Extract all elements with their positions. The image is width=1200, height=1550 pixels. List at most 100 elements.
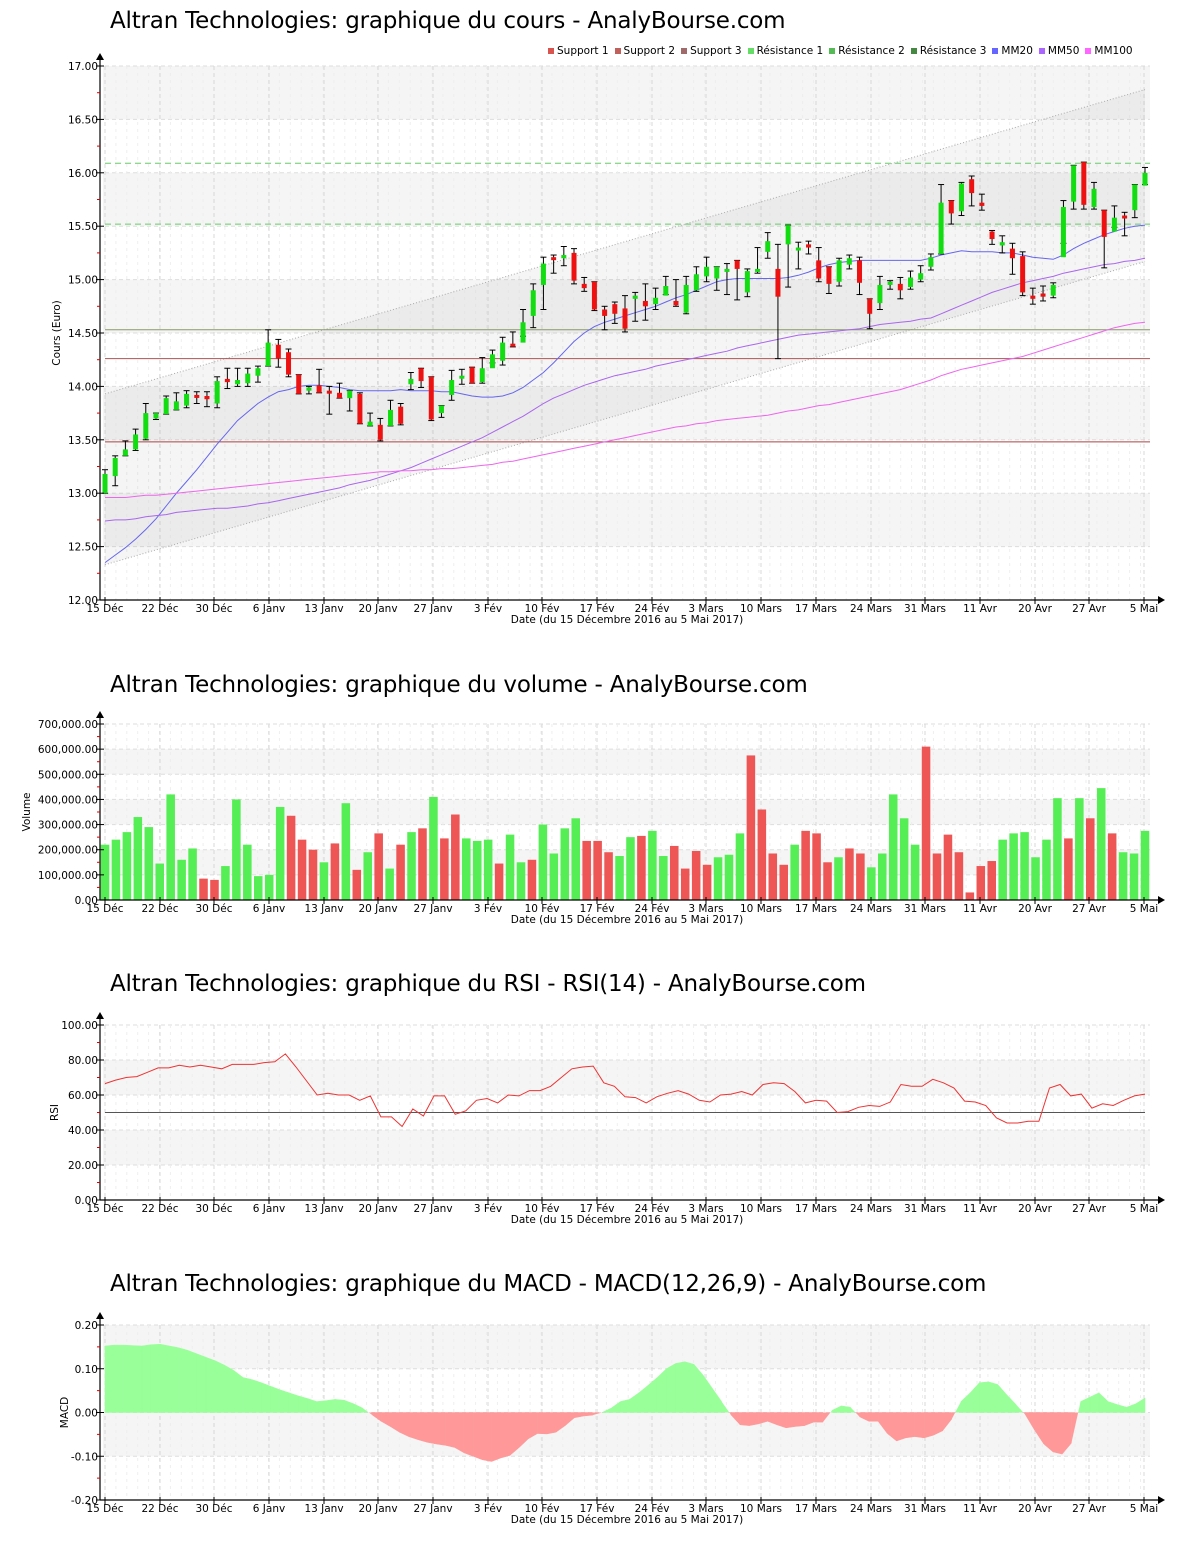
y-tick-label: -0.20: [71, 1495, 98, 1507]
x-tick-label: 13 Janv: [304, 1203, 343, 1215]
candle: [897, 276, 904, 300]
x-tick-label: 31 Mars: [904, 903, 946, 915]
y-tick-label: 13.50: [68, 435, 98, 447]
x-tick-label: 3 Mars: [688, 1203, 723, 1215]
candle: [316, 368, 323, 394]
y-axis-arrow-icon: [96, 1312, 104, 1319]
candle: [1091, 181, 1098, 210]
volume-bar: [1129, 853, 1139, 900]
candle: [1009, 242, 1016, 275]
candle: [713, 266, 720, 291]
volume-bar: [845, 848, 854, 900]
volume-bar: [943, 834, 953, 900]
volume-bar: [407, 832, 416, 900]
x-tick-label: 30 Déc: [195, 1203, 232, 1215]
x-tick-label: 17 Mars: [795, 1203, 837, 1215]
candle: [795, 241, 802, 270]
candle: [693, 266, 700, 292]
candle: [989, 229, 996, 245]
y-axis-arrow-icon: [96, 1012, 104, 1019]
candle: [662, 275, 669, 296]
legend-swatch: [548, 48, 554, 54]
candle: [1040, 285, 1047, 302]
volume-bar: [100, 844, 110, 900]
candle: [907, 270, 914, 290]
x-tick-label: 20 Janv: [358, 903, 397, 915]
volume-bar: [418, 828, 427, 900]
x-tick-label: 3 Mars: [688, 603, 723, 615]
volume-bar: [461, 838, 471, 900]
x-axis-title: Date (du 15 Décembre 2016 au 5 Mai 2017): [511, 1514, 744, 1526]
volume-bar: [538, 824, 548, 900]
x-tick-label: 30 Déc: [195, 1503, 232, 1515]
y-axis-title: RSI: [49, 1104, 61, 1121]
candle: [142, 402, 149, 441]
candle: [295, 374, 302, 395]
volume-bar: [549, 853, 559, 900]
x-tick-label: 6 Janv: [253, 1503, 285, 1515]
candle: [275, 338, 282, 368]
x-axis-arrow-icon: [1158, 1196, 1165, 1204]
x-tick-label: 24 Mars: [850, 1503, 892, 1515]
candle: [152, 412, 159, 421]
volume-bar: [669, 845, 679, 900]
price-chart-title: Altran Technologies: graphique du cours …: [110, 8, 786, 34]
volume-bar: [1085, 818, 1095, 900]
x-tick-label: 31 Mars: [904, 1503, 946, 1515]
x-axis-title: Date (du 15 Décembre 2016 au 5 Mai 2017): [511, 614, 744, 626]
candle: [173, 392, 180, 411]
x-tick-label: 17 Fév: [580, 1503, 615, 1515]
x-tick-label: 10 Fév: [525, 603, 560, 615]
volume-bar: [801, 830, 810, 900]
x-tick-label: 13 Janv: [304, 1503, 343, 1515]
volume-bar: [374, 833, 383, 900]
y-axis-title: Volume: [21, 792, 33, 831]
legend-item-r-sistance-3: Résistance 3: [910, 45, 987, 57]
volume-bar: [1064, 838, 1073, 900]
candle: [418, 367, 425, 388]
price-chart-legend: Support 1 Support 2 Support 3 Résistance 1 R…: [548, 45, 1133, 57]
candle: [1142, 166, 1148, 186]
legend-label: MM50: [1047, 45, 1080, 57]
volume-bar: [527, 859, 537, 900]
candle: [785, 224, 792, 288]
x-tick-label: 24 Fév: [635, 603, 670, 615]
x-tick-label: 13 Janv: [304, 903, 343, 915]
x-axis-arrow-icon: [1158, 596, 1165, 604]
y-axis-title: MACD: [59, 1397, 71, 1428]
volume-bar: [888, 794, 898, 900]
y-tick-label: 600,000.00: [38, 744, 98, 756]
candle: [550, 254, 557, 274]
macd-chart-title: Altran Technologies: graphique du MACD -…: [110, 1271, 987, 1297]
volume-bar: [166, 794, 175, 900]
volume-bar: [155, 863, 165, 900]
volume-bar: [330, 843, 340, 900]
y-tick-label: 500,000.00: [38, 769, 98, 781]
legend-label: Support 3: [690, 45, 742, 57]
candle: [336, 382, 343, 399]
candle: [367, 412, 374, 427]
candle: [642, 283, 649, 321]
volume-bar: [691, 850, 701, 900]
x-tick-label: 13 Janv: [304, 603, 343, 615]
volume-bar: [188, 848, 197, 900]
x-tick-label: 10 Mars: [740, 1503, 782, 1515]
candle: [815, 247, 822, 283]
volume-bar: [604, 852, 613, 900]
volume-bar: [680, 868, 690, 900]
legend-label: Résistance 3: [919, 45, 987, 57]
x-tick-label: 27 Janv: [413, 903, 452, 915]
rsi-chart: 0.00 20.00 40.00 60.00 80.00 100.00 15 Déc 22 D…: [49, 1012, 1165, 1226]
volume-bar: [615, 856, 624, 900]
x-tick-label: 20 Avr: [1018, 603, 1052, 615]
candle: [866, 298, 873, 330]
candle: [723, 263, 730, 296]
volume-bar: [516, 862, 526, 900]
candle: [764, 232, 771, 259]
volume-bar: [221, 866, 230, 900]
candle: [978, 193, 985, 211]
volume-bar: [429, 796, 438, 900]
volume-bar: [746, 755, 756, 900]
candle: [999, 235, 1006, 254]
volume-chart-title: Altran Technologies: graphique du volume…: [110, 672, 808, 698]
